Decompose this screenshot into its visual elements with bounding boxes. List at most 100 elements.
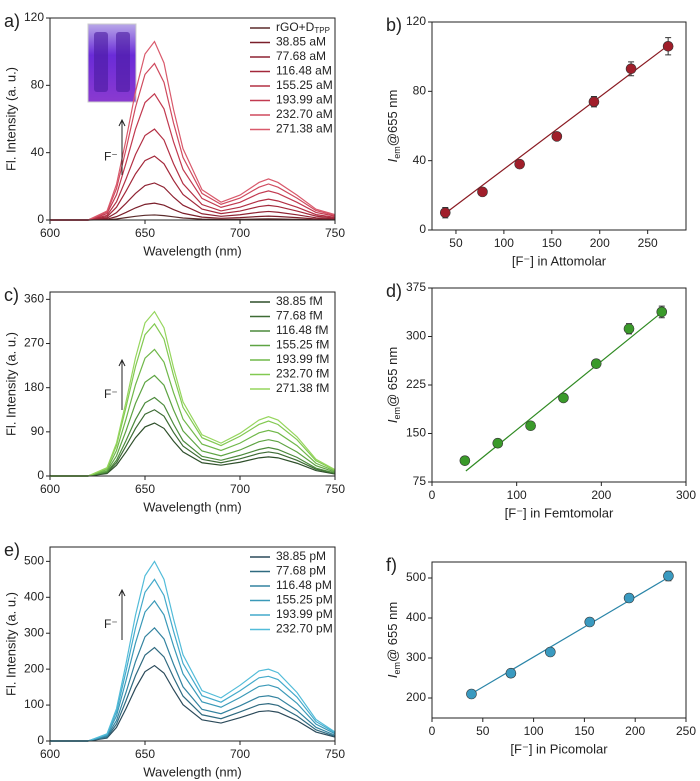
x-tick-label: 250 bbox=[638, 236, 658, 250]
plot-frame bbox=[431, 561, 687, 719]
y-tick-label: 80 bbox=[31, 78, 45, 92]
data-point bbox=[505, 667, 517, 679]
legend-label: 271.38 aM bbox=[276, 122, 333, 136]
legend-label: 193.99 aM bbox=[276, 93, 333, 107]
legend-label: 116.48 pM bbox=[276, 578, 332, 592]
panel-label: d) bbox=[386, 281, 402, 301]
legend-label: 155.25 fM bbox=[276, 338, 329, 352]
x-tick-label: 300 bbox=[676, 488, 696, 502]
x-tick-label: 50 bbox=[449, 236, 463, 250]
legend-name: 193.99 pM bbox=[276, 607, 333, 621]
x-tick-label: 600 bbox=[40, 747, 60, 761]
legend-label: 116.48 aM bbox=[276, 64, 332, 78]
fit-line bbox=[441, 42, 672, 217]
data-point bbox=[625, 63, 637, 75]
y-tick-label: 270 bbox=[24, 336, 44, 350]
annotation-arrowhead bbox=[118, 118, 126, 127]
legend-label: 232.70 pM bbox=[276, 622, 333, 636]
y-label-italic: I bbox=[385, 674, 400, 678]
data-point bbox=[477, 186, 488, 198]
y-label-italic: I bbox=[385, 158, 400, 162]
legend-name: 77.68 fM bbox=[276, 309, 323, 323]
data-point bbox=[623, 592, 635, 604]
x-tick-label: 750 bbox=[325, 226, 345, 240]
y-label-italic: I bbox=[385, 419, 400, 423]
y-tick-label: 500 bbox=[406, 570, 426, 584]
spectrum-line bbox=[50, 322, 336, 477]
spectrum-line bbox=[50, 128, 336, 221]
spectrum-line bbox=[50, 626, 336, 742]
x-axis-label: Wavelength (nm) bbox=[143, 243, 242, 258]
legend-name: rGO+D bbox=[276, 20, 315, 34]
legend-name: 116.48 fM bbox=[276, 323, 328, 337]
legend-label: 77.68 pM bbox=[276, 564, 326, 578]
legend-name: 193.99 fM bbox=[276, 352, 329, 366]
panel-label: b) bbox=[386, 15, 402, 35]
spectrum-line bbox=[50, 182, 336, 221]
y-axis-label: Iem@ 655 nm bbox=[385, 347, 402, 423]
legend-name: 193.99 aM bbox=[276, 93, 333, 107]
y-label-rest: @ 655 nm bbox=[385, 602, 400, 662]
data-point bbox=[514, 158, 525, 170]
x-tick-label: 200 bbox=[591, 488, 611, 502]
legend-label: 271.38 fM bbox=[276, 381, 329, 395]
x-tick-label: 650 bbox=[135, 226, 155, 240]
spectrum-line bbox=[50, 214, 336, 221]
data-point bbox=[545, 646, 556, 658]
plot-frame bbox=[431, 21, 687, 231]
y-tick-label: 80 bbox=[413, 84, 427, 98]
y-axis-label: Iem@655 nm bbox=[385, 90, 402, 163]
y-tick-label: 500 bbox=[24, 554, 44, 568]
y-label-sub: em bbox=[392, 407, 402, 420]
legend-label: 116.48 fM bbox=[276, 323, 328, 337]
vial bbox=[116, 32, 130, 92]
y-tick-label: 225 bbox=[406, 377, 426, 391]
legend-name: 38.85 fM bbox=[276, 294, 323, 308]
x-tick-label: 700 bbox=[230, 482, 250, 496]
spectrum-line bbox=[50, 348, 336, 477]
y-tick-label: 300 bbox=[406, 650, 426, 664]
spectrum-line bbox=[50, 578, 336, 742]
y-tick-label: 90 bbox=[31, 424, 45, 438]
y-tick-label: 300 bbox=[24, 625, 44, 639]
x-tick-label: 50 bbox=[476, 724, 490, 738]
data-point bbox=[492, 437, 504, 449]
legend-label: 232.70 fM bbox=[276, 367, 329, 381]
legend-name: 116.48 aM bbox=[276, 64, 332, 78]
spectrum-line bbox=[50, 155, 336, 221]
y-tick-label: 75 bbox=[413, 474, 427, 488]
y-axis-label: Fl. Intensity (a. u.) bbox=[3, 332, 18, 436]
legend-label: 155.25 pM bbox=[276, 593, 333, 607]
legend-name: 155.25 pM bbox=[276, 593, 333, 607]
y-tick-label: 40 bbox=[413, 153, 427, 167]
data-point bbox=[584, 616, 596, 628]
x-axis-label: [F⁻] in Attomolar bbox=[512, 253, 607, 268]
y-tick-label: 100 bbox=[24, 697, 44, 711]
plot-frame bbox=[49, 546, 336, 742]
legend-label: 38.85 fM bbox=[276, 294, 323, 308]
y-tick-label: 200 bbox=[24, 661, 44, 675]
x-tick-label: 0 bbox=[429, 724, 436, 738]
y-tick-label: 180 bbox=[24, 380, 44, 394]
y-tick-label: 0 bbox=[37, 212, 44, 226]
x-axis-label: [F⁻] in Femtomolar bbox=[505, 505, 614, 520]
legend-label: 193.99 fM bbox=[276, 352, 329, 366]
data-point bbox=[590, 358, 602, 369]
legend-name: 38.85 aM bbox=[276, 35, 326, 49]
annotation-arrowhead bbox=[118, 358, 126, 367]
legend-label: 77.68 fM bbox=[276, 309, 323, 323]
y-tick-label: 400 bbox=[24, 589, 44, 603]
spectrum-line bbox=[50, 40, 336, 221]
x-tick-label: 150 bbox=[542, 236, 562, 250]
x-tick-label: 100 bbox=[507, 488, 527, 502]
data-point bbox=[588, 96, 600, 108]
y-tick-label: 300 bbox=[406, 329, 426, 343]
x-tick-label: 650 bbox=[135, 482, 155, 496]
legend-name: 116.48 pM bbox=[276, 578, 332, 592]
x-tick-label: 700 bbox=[230, 747, 250, 761]
legend-name: 77.68 pM bbox=[276, 564, 326, 578]
y-tick-label: 200 bbox=[406, 690, 426, 704]
y-tick-label: 120 bbox=[406, 14, 426, 28]
spectrum-line bbox=[50, 646, 336, 742]
